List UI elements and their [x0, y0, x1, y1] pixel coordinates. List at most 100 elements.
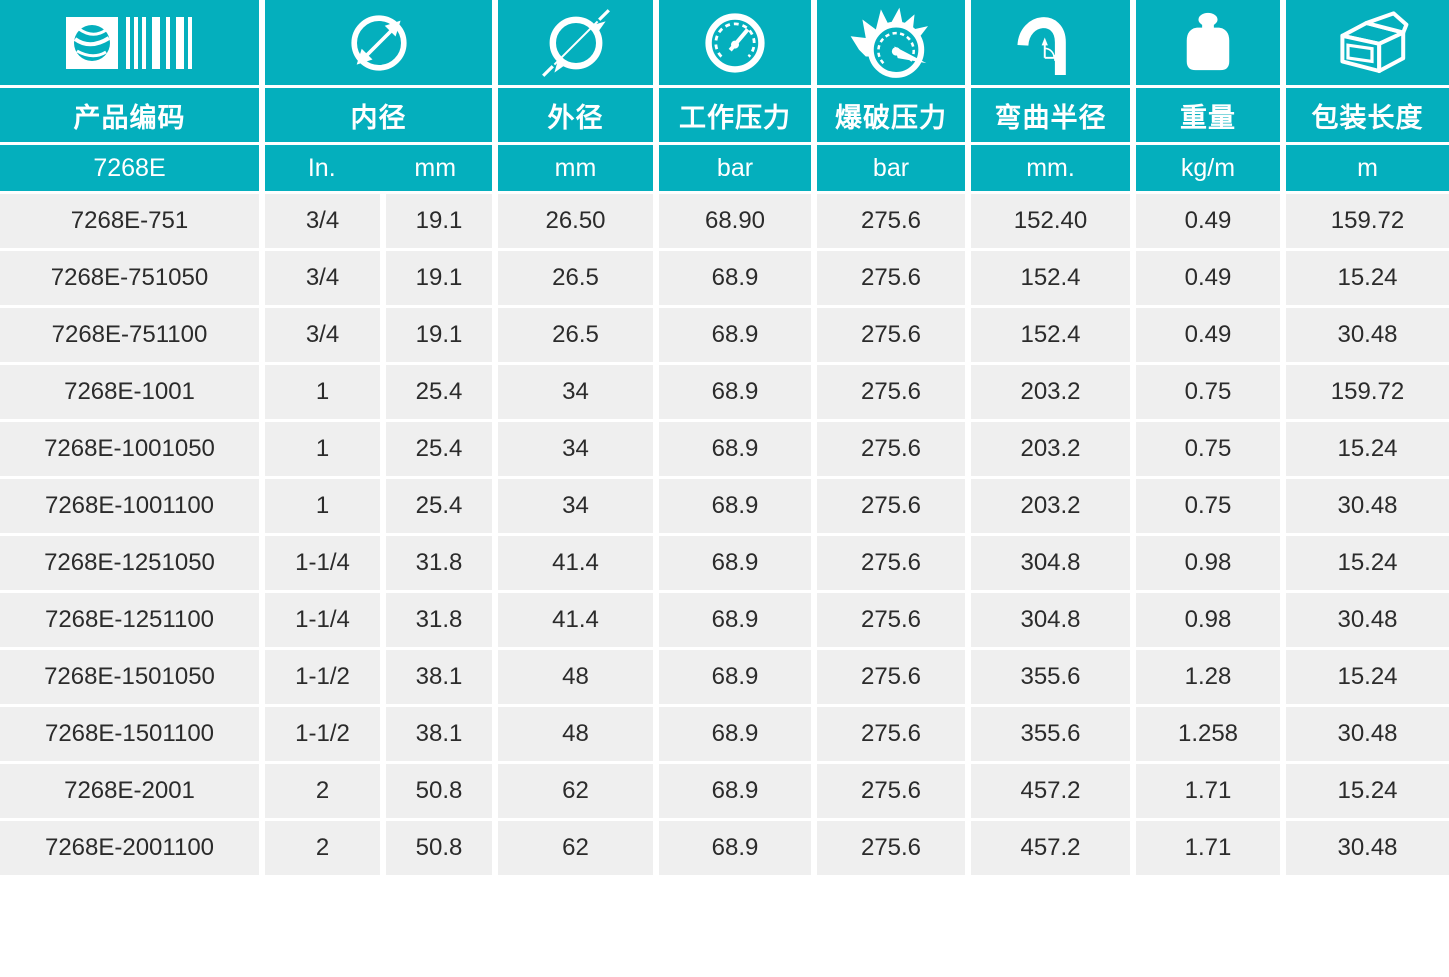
unit-bend-radius: mm.: [971, 145, 1130, 191]
package-icon: [1339, 10, 1408, 73]
cell-package-length: 15.24: [1286, 650, 1449, 704]
cell-working-pressure: 68.9: [659, 365, 811, 419]
cell-product-code: 7268E-751100: [0, 308, 259, 362]
cell-weight: 0.75: [1136, 479, 1280, 533]
cell-inner-mm: 38.1: [386, 650, 492, 704]
cell-weight: 0.75: [1136, 365, 1280, 419]
icon-header-row: [0, 0, 1449, 85]
cell-outer-mm: 26.5: [498, 308, 653, 362]
cell-burst-pressure: 275.6: [817, 365, 965, 419]
cell-burst-pressure: 275.6: [817, 422, 965, 476]
unit-outer-diameter: mm: [498, 145, 653, 191]
cell-bend-radius: 203.2: [971, 479, 1130, 533]
cell-burst-pressure: 275.6: [817, 707, 965, 761]
table-row: 7268E-1001050 1 25.4 34 68.9 275.6 203.2 0.75 15…: [0, 422, 1449, 476]
cell-bend-radius: 457.2: [971, 821, 1130, 875]
cell-package-length: 15.24: [1286, 251, 1449, 305]
cell-working-pressure: 68.9: [659, 479, 811, 533]
unit-inner-mm: mm: [414, 153, 457, 182]
cell-package-length: 15.24: [1286, 422, 1449, 476]
icon-cell-inner-diameter: [265, 0, 492, 85]
inner-diameter-icon: [350, 14, 407, 71]
cell-burst-pressure: 275.6: [817, 479, 965, 533]
cell-working-pressure: 68.9: [659, 536, 811, 590]
cell-product-code: 7268E-751050: [0, 251, 259, 305]
column-label-working-pressure: 工作压力: [659, 88, 811, 142]
cell-package-length: 159.72: [1286, 365, 1449, 419]
cell-package-length: 30.48: [1286, 308, 1449, 362]
cell-inner-mm: 50.8: [386, 764, 492, 818]
cell-inner-inches: 3/4: [265, 308, 380, 362]
table-row: 7268E-751 3/4 19.1 26.50 68.90 275.6 152.40 0.4…: [0, 194, 1449, 248]
cell-package-length: 30.48: [1286, 821, 1449, 875]
cell-burst-pressure: 275.6: [817, 194, 965, 248]
unit-inner-inches: In.: [307, 153, 336, 182]
cell-outer-mm: 62: [498, 764, 653, 818]
icon-cell-working-pressure: [659, 0, 811, 85]
cell-working-pressure: 68.9: [659, 821, 811, 875]
cell-working-pressure: 68.9: [659, 707, 811, 761]
cell-inner-mm: 19.1: [386, 308, 492, 362]
cell-inner-inches: 3/4: [265, 251, 380, 305]
cell-burst-pressure: 275.6: [817, 593, 965, 647]
column-label-product-code: 产品编码: [0, 88, 259, 142]
cell-inner-mm: 19.1: [386, 194, 492, 248]
cell-product-code: 7268E-1001100: [0, 479, 259, 533]
column-label-weight: 重量: [1136, 88, 1280, 142]
cell-inner-inches: 2: [265, 821, 380, 875]
table-row: 7268E-1251100 1-1/4 31.8 41.4 68.9 275.6 304.8…: [0, 593, 1449, 647]
icon-cell-burst-pressure: [817, 0, 965, 85]
cell-inner-mm: 31.8: [386, 536, 492, 590]
cell-weight: 0.49: [1136, 194, 1280, 248]
cell-weight: 1.71: [1136, 821, 1280, 875]
cell-bend-radius: 152.4: [971, 308, 1130, 362]
icon-cell-bend-radius: [971, 0, 1130, 85]
unit-inner-diameter: In. mm: [265, 145, 492, 191]
cell-product-code: 7268E-1501100: [0, 707, 259, 761]
cell-burst-pressure: 275.6: [817, 650, 965, 704]
cell-weight: 0.75: [1136, 422, 1280, 476]
unit-weight: kg/m: [1136, 145, 1280, 191]
weight-icon: [1186, 12, 1230, 70]
unit-working-pressure: bar: [659, 145, 811, 191]
cell-inner-inches: 1: [265, 365, 380, 419]
cell-inner-inches: 2: [265, 764, 380, 818]
cell-inner-inches: 3/4: [265, 194, 380, 248]
cell-inner-mm: 50.8: [386, 821, 492, 875]
burst-pressure-icon: [850, 7, 928, 78]
cell-burst-pressure: 275.6: [817, 308, 965, 362]
table-body: 7268E-751 3/4 19.1 26.50 68.90 275.6 152.40 0.4…: [0, 194, 1449, 875]
cell-weight: 0.98: [1136, 536, 1280, 590]
cell-package-length: 159.72: [1286, 194, 1449, 248]
column-label-package-length: 包装长度: [1286, 88, 1449, 142]
cell-weight: 1.71: [1136, 764, 1280, 818]
cell-package-length: 30.48: [1286, 479, 1449, 533]
cell-burst-pressure: 275.6: [817, 536, 965, 590]
cell-outer-mm: 48: [498, 707, 653, 761]
cell-weight: 1.28: [1136, 650, 1280, 704]
cell-weight: 1.258: [1136, 707, 1280, 761]
cell-weight: 0.98: [1136, 593, 1280, 647]
cell-inner-mm: 25.4: [386, 479, 492, 533]
cell-bend-radius: 457.2: [971, 764, 1130, 818]
catalog-page: 产品编码 内径 外径 工作压力 爆破压力 弯曲半径 重量 包装长度 7268E …: [0, 0, 1449, 875]
cell-inner-inches: 1-1/2: [265, 707, 380, 761]
cell-working-pressure: 68.90: [659, 194, 811, 248]
cell-package-length: 15.24: [1286, 536, 1449, 590]
cell-product-code: 7268E-1251100: [0, 593, 259, 647]
cell-outer-mm: 26.5: [498, 251, 653, 305]
cell-product-code: 7268E-2001100: [0, 821, 259, 875]
cell-inner-mm: 31.8: [386, 593, 492, 647]
cell-burst-pressure: 275.6: [817, 764, 965, 818]
icon-cell-outer-diameter: [498, 0, 653, 85]
cell-bend-radius: 203.2: [971, 422, 1130, 476]
cell-working-pressure: 68.9: [659, 650, 811, 704]
cell-outer-mm: 62: [498, 821, 653, 875]
table-row: 7268E-1251050 1-1/4 31.8 41.4 68.9 275.6 304.8…: [0, 536, 1449, 590]
cell-inner-inches: 1-1/2: [265, 650, 380, 704]
cell-product-code: 7268E-2001: [0, 764, 259, 818]
cell-bend-radius: 304.8: [971, 593, 1130, 647]
outer-diameter-icon: [541, 8, 610, 77]
cell-inner-mm: 25.4: [386, 365, 492, 419]
cell-inner-mm: 19.1: [386, 251, 492, 305]
